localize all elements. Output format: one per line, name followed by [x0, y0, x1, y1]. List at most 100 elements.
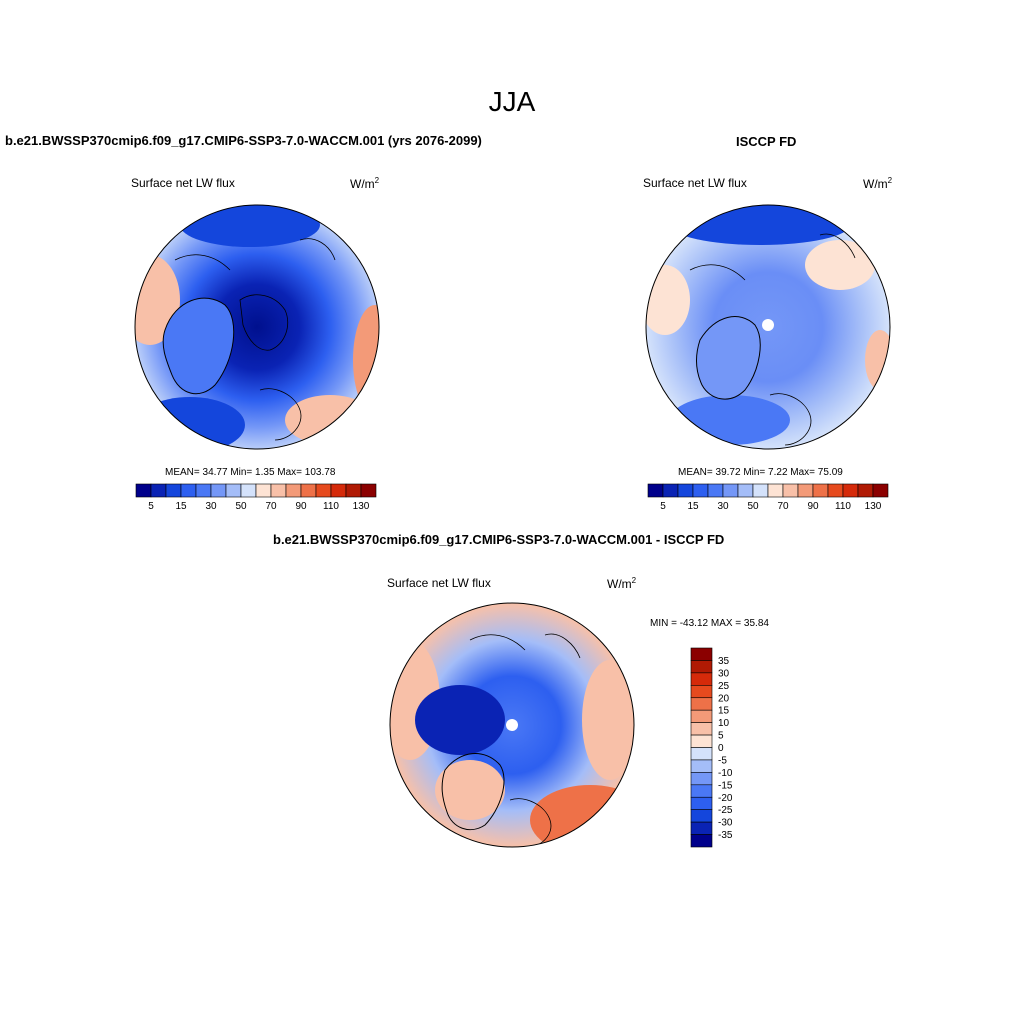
obs-panel-title: ISCCP FD	[736, 134, 797, 149]
obs-colorbar-box	[707, 483, 724, 498]
obs-pole-hole	[762, 319, 774, 331]
model-colorbar-tick-label: 110	[323, 501, 339, 512]
diff-colorbar-box	[690, 796, 713, 810]
diff-colorbar-tick-label: 0	[718, 743, 724, 754]
obs-colorbar: 5 15 30 50 70 90 110 130	[647, 483, 889, 512]
obs-colorbar-box	[842, 483, 859, 498]
diff-cold-region-west	[415, 685, 505, 755]
model-colorbar-box	[240, 483, 257, 498]
model-greenland-outline	[162, 297, 235, 395]
diff-colorbar-tick-label: -10	[718, 768, 733, 779]
obs-colorbar-tick-label: 15	[687, 501, 699, 512]
obs-variable-label: Surface net LW flux	[643, 176, 747, 190]
model-colorbar-tick-label: 5	[148, 501, 154, 512]
obs-colorbar-tick-label: 130	[865, 501, 882, 512]
diff-colorbar-box	[690, 647, 713, 661]
obs-map-border	[645, 204, 891, 450]
obs-colorbar-box	[827, 483, 844, 498]
diff-panel-title: b.e21.BWSSP370cmip6.f09_g17.CMIP6-SSP3-7…	[273, 532, 725, 547]
diff-colorbar-tick-label: -20	[718, 793, 733, 804]
diff-warm-region-se	[530, 785, 634, 847]
model-colorbar-box	[315, 483, 332, 498]
diff-colorbar-box	[690, 821, 713, 835]
obs-warm-region-west	[646, 265, 690, 335]
obs-colorbar-tick-label: 70	[777, 501, 789, 512]
diff-coastline-north	[469, 633, 581, 659]
diff-colorbar-box	[690, 834, 713, 848]
obs-coastline-europe	[769, 393, 812, 446]
model-warm-region-south	[285, 395, 375, 445]
model-colorbar-box	[270, 483, 287, 498]
season-title: JJA	[488, 86, 536, 117]
obs-colorbar-tick-label: 110	[835, 501, 851, 512]
model-panel-title: b.e21.BWSSP370cmip6.f09_g17.CMIP6-SSP3-7…	[5, 133, 482, 148]
obs-colorbar-tick-label: 90	[807, 501, 819, 512]
model-colorbar-box	[300, 483, 317, 498]
obs-colorbar-box	[647, 483, 664, 498]
model-variable-label: Surface net LW flux	[131, 176, 235, 190]
obs-coastline-north	[689, 233, 856, 281]
obs-polar-map	[645, 204, 891, 450]
model-units-label: W/m2	[350, 176, 380, 191]
model-colorbar-tick-label: 15	[175, 501, 187, 512]
diff-colorbar-box	[690, 660, 713, 674]
diff-colorbar-tick-label: 25	[718, 681, 730, 692]
obs-colorbar-box	[662, 483, 679, 498]
model-colorbar-box	[330, 483, 347, 498]
obs-colorbar-tick-label: 5	[660, 501, 666, 512]
obs-colorbar-box	[677, 483, 694, 498]
diff-colorbar-box	[690, 709, 713, 723]
model-warm-region-east	[353, 305, 379, 415]
model-colorbar-box	[225, 483, 242, 498]
obs-colorbar-box	[782, 483, 799, 498]
model-colorbar-box	[285, 483, 302, 498]
diff-colorbar-tick-label: -15	[718, 780, 733, 791]
obs-colorbar-box	[857, 483, 874, 498]
diff-polar-map	[389, 602, 635, 848]
obs-colorbar-box	[797, 483, 814, 498]
model-colorbar-box	[195, 483, 212, 498]
diff-colorbar-box	[690, 759, 713, 773]
model-colorbar-box	[345, 483, 362, 498]
model-coastline-europe	[259, 388, 302, 441]
diff-units-label: W/m2	[607, 576, 637, 591]
model-colorbar-tick-label: 130	[353, 501, 370, 512]
diff-colorbar-tick-label: -30	[718, 818, 733, 829]
obs-stats-text: MEAN= 39.72 Min= 7.22 Max= 75.09	[678, 467, 843, 478]
model-colorbar-box	[135, 483, 152, 498]
diff-map-border	[389, 602, 635, 848]
model-map-border	[134, 204, 380, 450]
diff-pole-hole	[506, 719, 518, 731]
model-warm-region-west	[135, 255, 180, 345]
model-colorbar-box	[150, 483, 167, 498]
diff-variable-label: Surface net LW flux	[387, 576, 491, 590]
diff-colorbar-box	[690, 697, 713, 711]
obs-colorbar-box	[692, 483, 709, 498]
diff-colorbar-box	[690, 809, 713, 823]
diff-colorbar-tick-label: 15	[718, 706, 730, 717]
model-colorbar-tick-label: 90	[295, 501, 307, 512]
model-cold-region-south	[135, 397, 245, 449]
model-colorbar: 5 15 30 50 70 90 110 130	[135, 483, 377, 512]
diff-colorbar-tick-label: -25	[718, 805, 733, 816]
obs-colorbar-box	[812, 483, 829, 498]
diff-colorbar-tick-label: 20	[718, 693, 730, 704]
model-colorbar-box	[360, 483, 377, 498]
obs-colorbar-box	[737, 483, 754, 498]
diff-colorbar-tick-label: 5	[718, 731, 724, 742]
diff-stats-text: MIN = -43.12 MAX = 35.84	[650, 618, 769, 629]
diff-warm-region-east	[582, 660, 634, 780]
model-colorbar-tick-label: 30	[205, 501, 217, 512]
obs-colorbar-box	[872, 483, 889, 498]
obs-colorbar-box	[767, 483, 784, 498]
diff-colorbar-tick-label: -5	[718, 755, 727, 766]
diff-colorbar-box	[690, 747, 713, 761]
model-stats-text: MEAN= 34.77 Min= 1.35 Max= 103.78	[165, 467, 336, 478]
obs-warm-region-east	[865, 330, 890, 390]
obs-colorbar-box	[752, 483, 769, 498]
model-colorbar-box	[210, 483, 227, 498]
obs-cold-region-north	[670, 205, 850, 245]
obs-greenland-outline	[696, 316, 761, 400]
